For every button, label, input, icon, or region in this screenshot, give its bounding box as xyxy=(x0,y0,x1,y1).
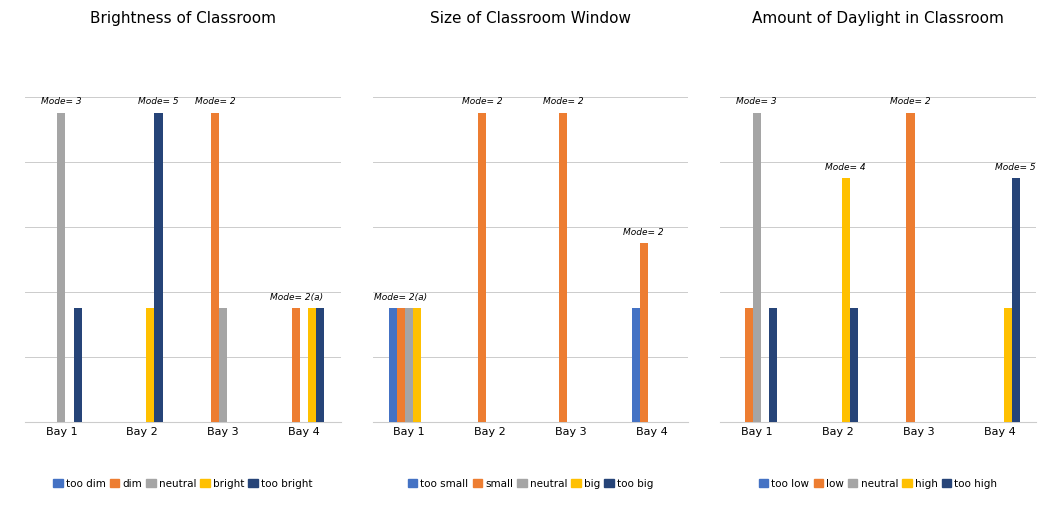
Text: Mode= 3: Mode= 3 xyxy=(736,97,777,107)
Bar xyxy=(397,308,405,422)
Bar xyxy=(58,113,65,422)
Text: Mode= 2: Mode= 2 xyxy=(462,97,502,107)
Text: Mode= 2(a): Mode= 2(a) xyxy=(269,293,323,302)
Bar xyxy=(74,308,82,422)
Bar xyxy=(146,308,155,422)
Bar xyxy=(317,308,324,422)
Bar xyxy=(769,308,777,422)
Bar xyxy=(219,308,227,422)
Bar xyxy=(211,113,219,422)
Title: Brightness of Classroom: Brightness of Classroom xyxy=(89,11,276,26)
Bar xyxy=(405,308,413,422)
Bar xyxy=(308,308,317,422)
Text: Mode= 5: Mode= 5 xyxy=(138,97,179,107)
Bar xyxy=(631,308,640,422)
Legend: too low, low, neutral, high, too high: too low, low, neutral, high, too high xyxy=(754,475,1002,493)
Bar xyxy=(850,308,857,422)
Text: Mode= 2: Mode= 2 xyxy=(195,97,236,107)
Bar xyxy=(1012,178,1019,422)
Legend: too small, small, neutral, big, too big: too small, small, neutral, big, too big xyxy=(404,475,658,493)
Text: Mode= 2: Mode= 2 xyxy=(543,97,583,107)
Bar xyxy=(842,178,850,422)
Text: Mode= 3: Mode= 3 xyxy=(41,97,82,107)
Bar xyxy=(155,113,163,422)
Bar xyxy=(559,113,567,422)
Title: Amount of Daylight in Classroom: Amount of Daylight in Classroom xyxy=(752,11,1004,26)
Text: Mode= 4: Mode= 4 xyxy=(826,163,866,171)
Bar xyxy=(907,113,914,422)
Text: Mode= 2: Mode= 2 xyxy=(624,228,664,237)
Bar xyxy=(640,243,648,422)
Bar xyxy=(1004,308,1012,422)
Bar xyxy=(752,113,761,422)
Bar xyxy=(292,308,300,422)
Text: Mode= 2(a): Mode= 2(a) xyxy=(375,293,427,302)
Bar xyxy=(478,113,486,422)
Bar xyxy=(745,308,752,422)
Bar xyxy=(413,308,421,422)
Legend: too dim, dim, neutral, bright, too bright: too dim, dim, neutral, bright, too brigh… xyxy=(49,475,317,493)
Bar xyxy=(389,308,397,422)
Title: Size of Classroom Window: Size of Classroom Window xyxy=(430,11,631,26)
Text: Mode= 2: Mode= 2 xyxy=(890,97,931,107)
Text: Mode= 5: Mode= 5 xyxy=(995,163,1036,171)
